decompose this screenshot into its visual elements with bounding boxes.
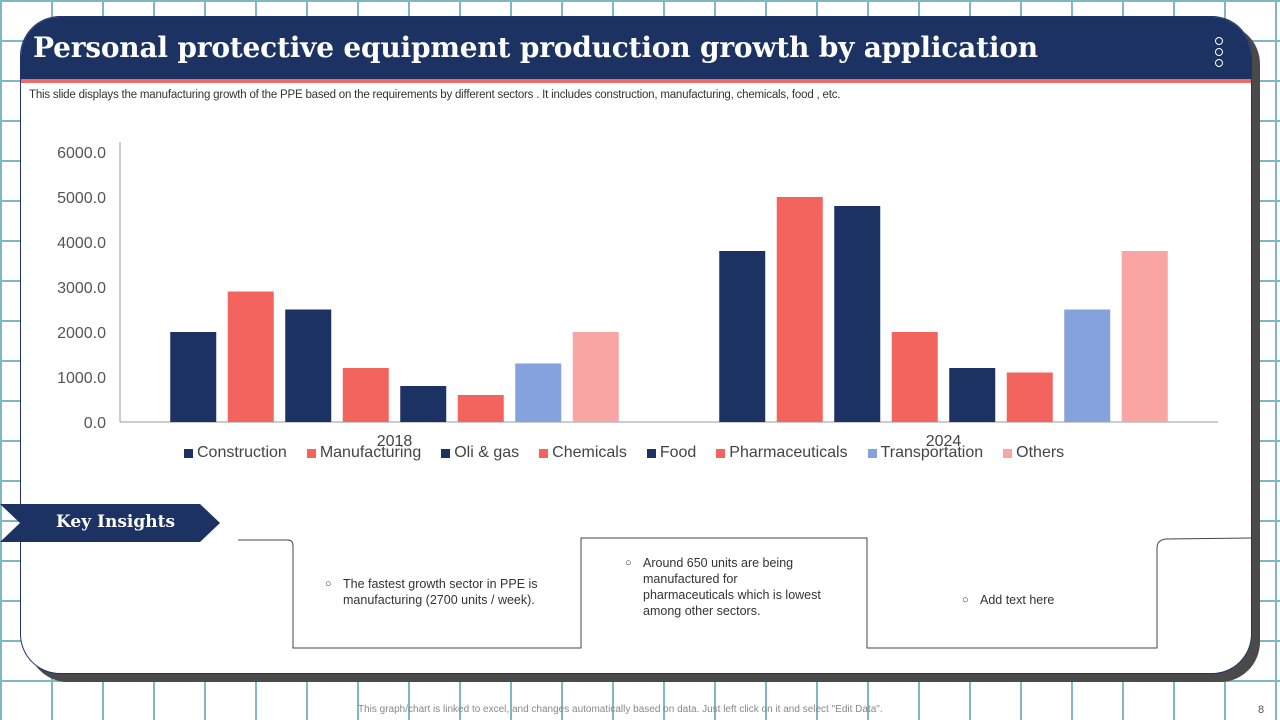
bar-transportation-2024[interactable] <box>1064 309 1111 423</box>
legend-label: Oli & gas <box>454 444 520 461</box>
bar-food-2024[interactable] <box>949 368 996 422</box>
legend-item: Construction <box>184 444 287 462</box>
insight-2: ○ Around 650 units are being manufacture… <box>625 555 823 619</box>
y-tick-label: 5000.0 <box>57 190 106 207</box>
legend-label: Pharmaceuticals <box>729 444 848 461</box>
slide-subtitle: This slide displays the manufacturing gr… <box>29 89 841 101</box>
y-tick-label: 4000.0 <box>57 235 106 252</box>
x-category-label: 2018 <box>377 433 413 450</box>
y-tick-label: 0.0 <box>84 415 106 432</box>
x-category-label: 2024 <box>926 433 962 450</box>
chart-legend: Construction Manufacturing Oli & gas Chemic… <box>184 444 1084 462</box>
legend-item: Transportation <box>867 444 984 462</box>
bar-manufacturing-2018[interactable] <box>227 291 274 423</box>
legend-item: Chemicals <box>539 444 627 462</box>
bar-food-2018[interactable] <box>400 386 447 422</box>
legend-item: Others <box>1003 444 1064 462</box>
legend-swatch <box>867 448 877 458</box>
legend-label: Others <box>1016 444 1065 461</box>
legend-swatch <box>716 448 726 458</box>
legend-label: Food <box>659 444 697 461</box>
y-tick-label: 6000.0 <box>57 145 106 162</box>
bar-pharmaceuticals-2018[interactable] <box>457 395 504 422</box>
key-insights-tab <box>0 504 220 542</box>
legend-swatch <box>184 448 193 458</box>
bar-pharmaceuticals-2024[interactable] <box>1006 372 1053 423</box>
key-insights-heading: Key Insights <box>56 512 176 532</box>
legend-swatch <box>306 448 316 458</box>
insight-1-text: The fastest growth sector in PPE is manu… <box>343 577 538 607</box>
bar-construction-2018[interactable] <box>170 332 217 422</box>
legend-label: Manufacturing <box>319 444 422 461</box>
bar-construction-2024[interactable] <box>719 251 766 422</box>
bar-chemicals-2024[interactable] <box>891 332 938 422</box>
footer-note: This graph/chart is linked to excel, and… <box>358 704 883 715</box>
slide-card: Personal protective equipment production… <box>20 16 1252 674</box>
page-number: 8 <box>1258 704 1265 716</box>
bar-others-2018[interactable] <box>572 332 619 422</box>
insight-1: ○ The fastest growth sector in PPE is ma… <box>325 576 543 608</box>
insight-3[interactable]: ○ Add text here <box>962 592 1120 608</box>
legend-item: Manufacturing <box>306 444 422 462</box>
header-bar: Personal protective equipment production… <box>21 17 1251 83</box>
y-tick-label: 2000.0 <box>57 325 106 342</box>
bar-transportation-2018[interactable] <box>515 363 562 423</box>
bar-others-2024[interactable] <box>1121 251 1168 422</box>
bar-oli-gas-2018[interactable] <box>285 309 332 423</box>
insight-2-text: Around 650 units are being manufactured … <box>643 556 821 618</box>
legend-item: Food <box>646 444 697 462</box>
legend-label: Chemicals <box>552 444 627 461</box>
slide-title: Personal protective equipment production… <box>33 31 1038 64</box>
insight-3-text[interactable]: Add text here <box>980 593 1055 607</box>
vertical-dots-icon[interactable] <box>1215 37 1227 70</box>
legend-item: Pharmaceuticals <box>716 444 848 462</box>
legend-item: Oli & gas <box>441 444 519 462</box>
bar-manufacturing-2024[interactable] <box>776 197 823 422</box>
y-tick-label: 1000.0 <box>57 370 106 387</box>
bullet-icon: ○ <box>325 578 332 590</box>
legend-label: Transportation <box>880 444 984 461</box>
legend-swatch <box>1003 448 1013 458</box>
bar-chemicals-2018[interactable] <box>342 368 389 422</box>
legend-swatch <box>646 448 656 458</box>
bullet-icon: ○ <box>625 557 632 569</box>
bar-oli-gas-2024[interactable] <box>834 206 881 422</box>
legend-swatch <box>539 448 549 458</box>
bullet-icon: ○ <box>962 594 969 606</box>
y-tick-label: 3000.0 <box>57 280 106 297</box>
legend-label: Construction <box>197 444 287 461</box>
legend-swatch <box>441 448 451 458</box>
